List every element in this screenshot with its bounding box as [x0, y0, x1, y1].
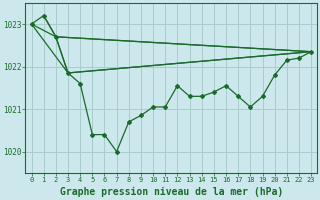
X-axis label: Graphe pression niveau de la mer (hPa): Graphe pression niveau de la mer (hPa)	[60, 187, 283, 197]
